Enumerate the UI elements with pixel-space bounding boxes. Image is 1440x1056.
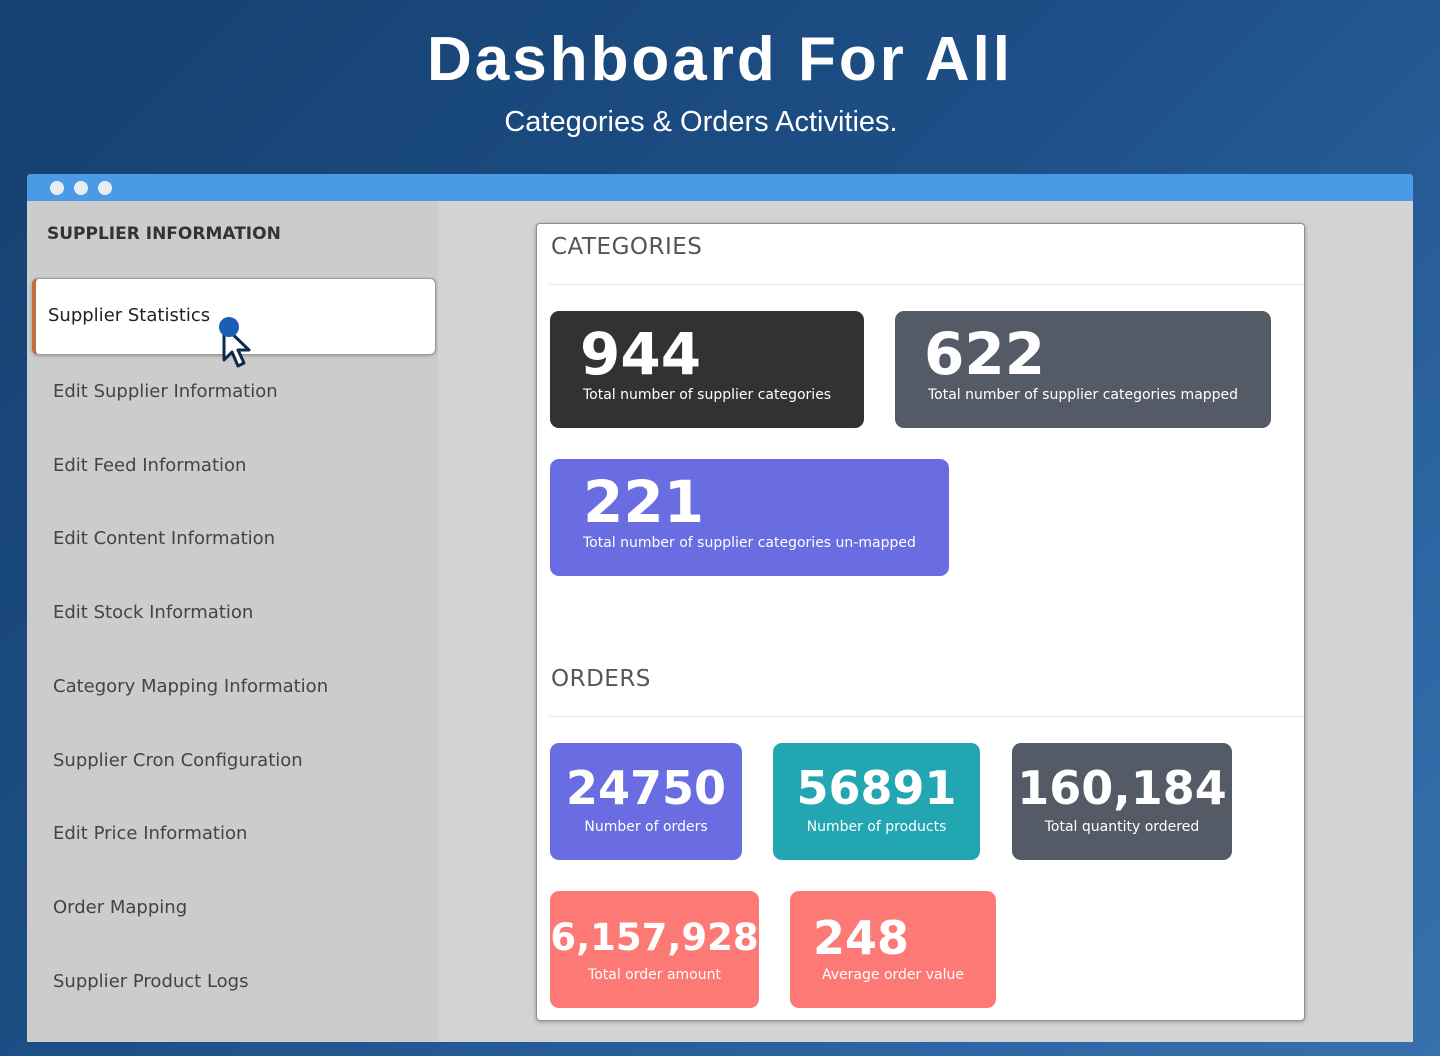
window-dot-icon[interactable] bbox=[50, 181, 64, 195]
stat-label: Average order value bbox=[822, 967, 964, 983]
stat-value: 24750 bbox=[565, 761, 727, 815]
sidebar-item-edit-stock-information[interactable]: Edit Stock Information bbox=[53, 602, 254, 623]
stat-value: 6,157,928 bbox=[550, 916, 759, 959]
sidebar: SUPPLIER INFORMATION Supplier Statistics… bbox=[27, 201, 438, 1042]
stat-card-total-order-amount: 6,157,928 Total order amount bbox=[550, 891, 759, 1008]
hero-subtitle: Categories & Orders Activities. bbox=[504, 106, 898, 138]
stat-label: Total quantity ordered bbox=[1044, 819, 1200, 835]
sidebar-item-edit-price-information[interactable]: Edit Price Information bbox=[53, 823, 248, 844]
sidebar-item-edit-feed-information[interactable]: Edit Feed Information bbox=[53, 455, 247, 476]
stat-value: 160,184 bbox=[1017, 761, 1227, 815]
window-dot-icon[interactable] bbox=[74, 181, 88, 195]
stat-label: Number of orders bbox=[584, 819, 708, 835]
sidebar-item-edit-supplier-information[interactable]: Edit Supplier Information bbox=[53, 381, 278, 402]
stat-value: 221 bbox=[583, 468, 705, 536]
stat-value: 248 bbox=[813, 911, 910, 965]
sidebar-heading: SUPPLIER INFORMATION bbox=[47, 224, 281, 244]
stat-label: Total number of supplier categories un-m… bbox=[583, 535, 916, 551]
stat-card-total-categories: 944 Total number of supplier categories bbox=[550, 311, 864, 428]
statistics-panel: CATEGORIES 944 Total number of supplier … bbox=[536, 223, 1305, 1021]
stat-card-number-of-orders: 24750 Number of orders bbox=[550, 743, 742, 860]
stat-value: 944 bbox=[580, 320, 702, 388]
sidebar-item-label: Supplier Statistics bbox=[48, 305, 211, 326]
sidebar-item-order-mapping[interactable]: Order Mapping bbox=[53, 897, 188, 918]
stat-value: 56891 bbox=[796, 761, 957, 815]
section-divider bbox=[549, 284, 1303, 285]
categories-section-title: CATEGORIES bbox=[551, 234, 703, 260]
stat-label: Total number of supplier categories bbox=[583, 387, 832, 403]
section-divider bbox=[549, 716, 1303, 717]
orders-section-title: ORDERS bbox=[551, 666, 651, 692]
stat-card-average-order-value: 248 Average order value bbox=[790, 891, 996, 1008]
stat-card-number-of-products: 56891 Number of products bbox=[773, 743, 980, 860]
sidebar-item-category-mapping-information[interactable]: Category Mapping Information bbox=[53, 676, 329, 697]
stat-label: Total number of supplier categories mapp… bbox=[928, 387, 1239, 403]
app-window: SUPPLIER INFORMATION Supplier Statistics… bbox=[27, 174, 1413, 1042]
main-content: CATEGORIES 944 Total number of supplier … bbox=[438, 201, 1413, 1042]
hero-title: Dashboard For All bbox=[426, 25, 1014, 94]
sidebar-item-edit-content-information[interactable]: Edit Content Information bbox=[53, 528, 276, 549]
stat-label: Total order amount bbox=[588, 967, 721, 983]
stat-card-categories-unmapped: 221 Total number of supplier categories … bbox=[550, 459, 949, 576]
stat-card-categories-mapped: 622 Total number of supplier categories … bbox=[895, 311, 1271, 428]
stat-label: Number of products bbox=[806, 819, 947, 835]
sidebar-item-supplier-cron-configuration[interactable]: Supplier Cron Configuration bbox=[53, 750, 303, 771]
stat-value: 622 bbox=[924, 320, 1046, 388]
window-dot-icon[interactable] bbox=[98, 181, 112, 195]
mouse-pointer-icon bbox=[219, 317, 251, 368]
stat-card-total-quantity-ordered: 160,184 Total quantity ordered bbox=[1012, 743, 1232, 860]
window-titlebar bbox=[27, 174, 1413, 201]
sidebar-item-supplier-product-logs[interactable]: Supplier Product Logs bbox=[53, 971, 249, 992]
